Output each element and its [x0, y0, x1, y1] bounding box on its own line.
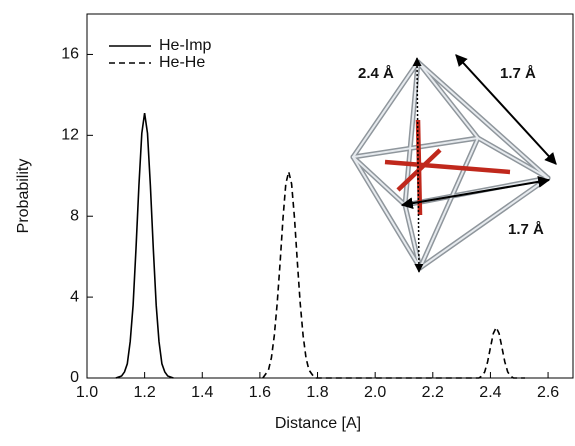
y-tick-label: 8 — [70, 207, 79, 224]
annotation: 1.7 Å — [500, 65, 536, 82]
x-tick-label: 1.8 — [306, 384, 328, 401]
annotation: 2.4 Å — [358, 65, 394, 82]
x-tick-label: 2.2 — [422, 384, 444, 401]
y-tick-label: 4 — [70, 288, 79, 305]
x-tick-label: 1.0 — [76, 384, 98, 401]
octahedron-inset: 2.4 Å 1.7 Å 1.7 Å — [350, 54, 557, 273]
x-axis-label: Distance [A] — [275, 415, 361, 432]
annotation: 1.7 Å — [508, 221, 544, 238]
x-tick-label: 2.4 — [479, 384, 501, 401]
y-axis-label: Probability — [15, 159, 32, 234]
legend-label: He-He — [159, 54, 205, 71]
y-tick-label: 12 — [61, 127, 79, 144]
series-line — [115, 112, 174, 379]
series-line — [262, 171, 525, 379]
legend-label: He-Imp — [159, 37, 212, 54]
y-tick-label: 0 — [70, 369, 79, 386]
x-tick-label: 2.0 — [364, 384, 386, 401]
edge-arrow — [400, 175, 551, 210]
plot-frame — [86, 13, 574, 379]
x-tick-label: 1.4 — [191, 384, 213, 401]
x-tick-label: 1.6 — [249, 384, 271, 401]
x-tick-label: 2.6 — [537, 384, 559, 401]
edge-arrow — [455, 54, 557, 165]
y-tick-label: 16 — [61, 46, 79, 63]
x-tick-label: 1.2 — [134, 384, 156, 401]
